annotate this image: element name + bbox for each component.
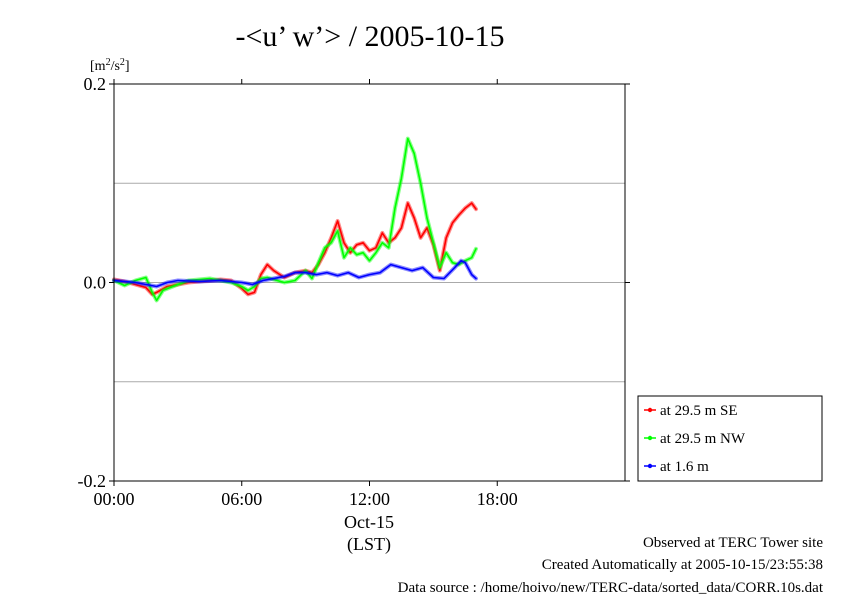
x-axis-label: (LST) — [347, 534, 391, 555]
x-tick-label-2: 12:00 — [349, 489, 390, 509]
legend-marker-2 — [647, 463, 653, 469]
footer-created: Created Automatically at 2005-10-15/23:5… — [541, 557, 823, 573]
series-2 — [112, 258, 478, 289]
y-axis-unit: [m2/s2] — [90, 57, 130, 75]
legend-label-1: at 29.5 m NW — [660, 431, 746, 447]
footer-observed: Observed at TERC Tower site — [642, 535, 823, 551]
legend-label-0: at 29.5 m SE — [660, 403, 738, 419]
x-tick-label-1: 06:00 — [221, 489, 262, 509]
series-line-1 — [113, 137, 477, 302]
x-tick-label-0: 00:00 — [93, 489, 134, 509]
chart-title: -<u’ w’> / 2005-10-15 — [235, 20, 504, 53]
y-tick-label-2: 0.2 — [84, 74, 107, 94]
series-1 — [112, 136, 478, 303]
legend-label-2: at 1.6 m — [660, 459, 709, 475]
date-label: Oct-15 — [344, 512, 394, 532]
axes: -0.2 0.0 0.2 00:00 06:00 12:00 18:00 — [78, 74, 630, 509]
gridlines — [114, 182, 625, 383]
legend-marker-0 — [647, 407, 653, 413]
series-line-0 — [113, 202, 477, 296]
x-tick-label-3: 18:00 — [477, 489, 518, 509]
legend-marker-1 — [647, 435, 653, 441]
series-line-2 — [113, 259, 477, 288]
y-tick-label-0: -0.2 — [78, 471, 107, 491]
series-0 — [112, 201, 478, 297]
footer-source: Data source : /home/hoivo/new/TERC-data/… — [397, 580, 823, 596]
legend: at 29.5 m SE at 29.5 m NW at 1.6 m — [637, 395, 823, 482]
series-line-halo-1 — [112, 136, 478, 303]
y-tick-label-1: 0.0 — [84, 273, 107, 293]
data-series — [112, 136, 478, 303]
legend-box — [637, 395, 823, 482]
